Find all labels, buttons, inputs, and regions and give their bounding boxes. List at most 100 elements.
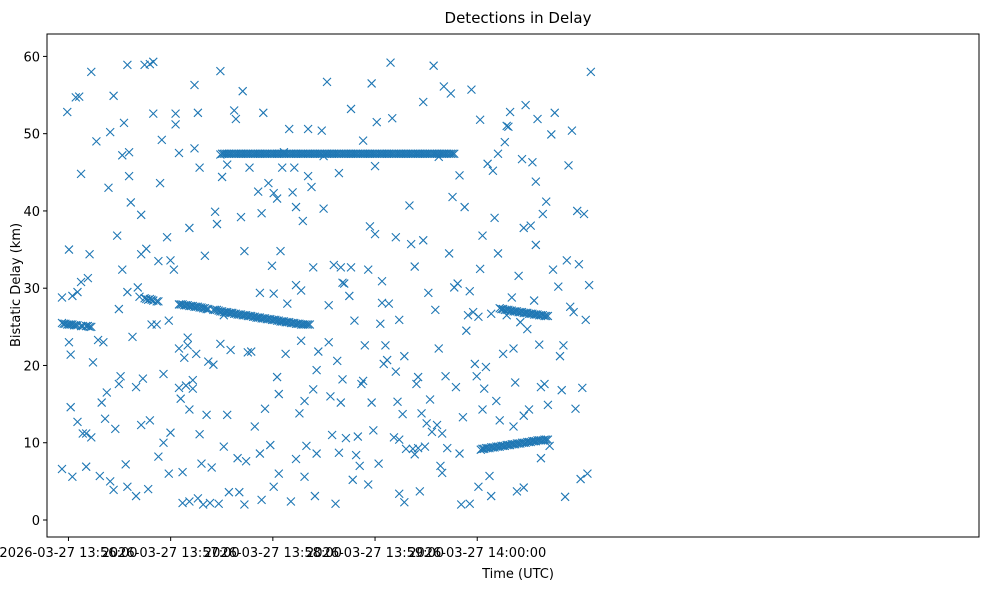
data-point-clutter-22 — [88, 357, 98, 367]
data-point-clutter-333 — [531, 177, 541, 186]
data-point-clutter-103 — [195, 429, 204, 439]
data-point-clutter-37 — [114, 379, 124, 389]
data-point-clutter-311 — [502, 121, 512, 131]
data-point-clutter-299 — [483, 159, 493, 169]
data-point-clutter-307 — [493, 249, 503, 258]
data-point-clutter-94 — [185, 405, 194, 414]
data-point-clutter-178 — [310, 491, 320, 501]
data-point-clutter-136 — [250, 422, 260, 431]
data-point-clutter-264 — [434, 152, 444, 162]
data-point-clutter-317 — [509, 344, 518, 353]
data-point-clutter-277 — [455, 171, 464, 180]
data-point-clutter-35 — [110, 424, 120, 434]
data-point-clutter-357 — [572, 206, 582, 216]
data-point-clutter-81 — [171, 120, 180, 129]
data-point-clutter-3 — [64, 245, 74, 254]
data-point-clutter-257 — [423, 288, 433, 298]
data-point-clutter-39 — [116, 371, 125, 381]
data-point-clutter-291 — [474, 482, 483, 492]
data-point-clutter-162 — [289, 163, 299, 173]
data-point-clutter-163 — [291, 202, 301, 212]
data-point-clutter-47 — [124, 147, 134, 157]
data-point-clutter-346 — [553, 282, 563, 292]
data-point-clutter-249 — [413, 372, 423, 382]
data-point-clutter-186 — [324, 337, 334, 347]
data-point-clutter-318 — [510, 378, 520, 387]
data-point-clutter-258 — [425, 395, 435, 404]
data-point-clutter-189 — [327, 430, 337, 440]
data-point-clutter-267 — [437, 468, 447, 478]
data-point-clutter-131 — [240, 500, 249, 509]
data-point-track-1-98 — [305, 320, 315, 329]
data-point-clutter-192 — [332, 356, 342, 366]
data-point-clutter-104 — [197, 459, 206, 468]
data-point-clutter-115 — [215, 339, 225, 349]
data-point-clutter-255 — [420, 442, 430, 451]
data-point-clutter-271 — [444, 249, 454, 258]
data-point-clutter-183 — [319, 151, 328, 161]
data-point-track-4-0 — [495, 303, 505, 313]
data-point-clutter-237 — [394, 489, 404, 499]
data-point-clutter-158 — [282, 299, 292, 309]
data-point-clutter-345 — [550, 108, 560, 118]
data-point-clutter-73 — [159, 438, 168, 448]
data-point-clutter-319 — [512, 487, 522, 496]
data-point-clutter-336 — [536, 453, 546, 463]
data-point-clutter-327 — [522, 324, 532, 334]
data-point-clutter-239 — [398, 409, 408, 419]
data-point-clutter-326 — [521, 100, 530, 110]
data-point-clutter-212 — [360, 340, 370, 350]
data-point-clutter-170 — [300, 472, 309, 482]
data-point-clutter-238 — [394, 435, 404, 445]
data-point-clutter-270 — [442, 443, 452, 453]
data-point-clutter-58 — [138, 374, 148, 383]
data-point-clutter-95 — [188, 384, 198, 394]
data-point-clutter-309 — [498, 349, 508, 359]
data-point-clutter-7 — [67, 291, 77, 301]
data-point-clutter-88 — [179, 353, 189, 363]
data-point-clutter-41 — [117, 150, 127, 160]
data-point-clutter-90 — [183, 333, 193, 343]
data-point-track-1-7 — [69, 320, 79, 330]
data-point-track-1-97 — [303, 320, 313, 329]
data-point-clutter-278 — [455, 449, 464, 458]
data-point-clutter-225 — [377, 276, 387, 286]
data-point-clutter-80 — [171, 109, 180, 118]
data-point-clutter-205 — [350, 316, 359, 326]
data-point-track-3-39 — [543, 435, 553, 445]
data-point-clutter-159 — [284, 124, 294, 134]
data-point-clutter-68 — [154, 256, 163, 266]
data-point-clutter-114 — [214, 499, 224, 509]
data-point-clutter-93 — [185, 497, 194, 506]
data-point-clutter-157 — [281, 349, 291, 359]
data-point-clutter-24 — [93, 335, 103, 345]
data-point-clutter-27 — [98, 337, 108, 347]
data-point-clutter-214 — [363, 480, 373, 489]
data-point-clutter-167 — [296, 286, 306, 295]
data-point-clutter-235 — [393, 397, 402, 407]
data-point-clutter-48 — [124, 171, 134, 181]
y-axis-label: Bistatic Delay (km) — [9, 223, 24, 347]
data-point-clutter-82 — [174, 148, 184, 158]
data-point-clutter-133 — [243, 347, 253, 357]
data-point-clutter-344 — [548, 265, 558, 275]
data-point-clutter-54 — [135, 292, 144, 302]
data-point-track-1-22 — [152, 296, 162, 306]
y-tick-label-2: 20 — [23, 359, 40, 374]
data-point-clutter-126 — [233, 453, 242, 463]
data-point-clutter-280 — [458, 412, 468, 422]
data-point-clutter-101 — [193, 108, 203, 118]
data-point-clutter-110 — [207, 463, 217, 472]
y-tick-label-4: 40 — [23, 205, 40, 220]
data-point-clutter-174 — [303, 124, 313, 134]
data-point-clutter-348 — [557, 385, 567, 395]
data-point-clutter-113 — [212, 219, 222, 229]
data-point-clutter-275 — [451, 382, 461, 392]
data-point-clutter-363 — [583, 469, 592, 479]
data-point-clutter-154 — [276, 246, 285, 256]
data-point-clutter-121 — [222, 160, 232, 169]
data-point-clutter-89 — [181, 381, 191, 390]
data-point-clutter-308 — [495, 415, 505, 425]
x-tick-label-4: 2026-03-27 14:00:00 — [408, 546, 546, 561]
data-point-clutter-143 — [260, 404, 270, 414]
